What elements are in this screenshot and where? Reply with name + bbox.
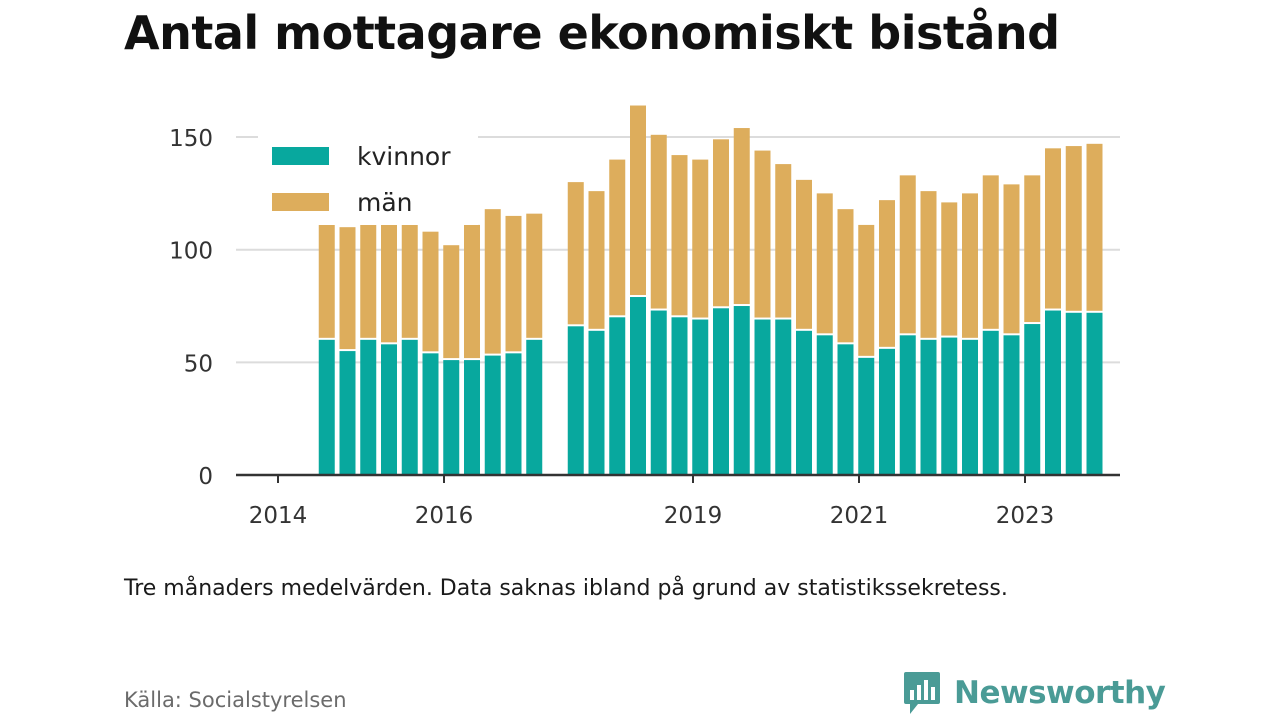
chart-title: Antal mottagare ekonomiskt bistånd — [124, 6, 1060, 60]
bar-kvinnor — [567, 326, 584, 475]
bar-man — [339, 227, 356, 350]
bar-kvinnor — [692, 319, 709, 475]
bar-kvinnor — [526, 339, 543, 475]
legend: kvinnor män — [258, 135, 478, 225]
bar-kvinnor — [1086, 312, 1103, 475]
bar-man — [484, 209, 501, 354]
bar-kvinnor — [318, 339, 335, 475]
bar-man — [941, 202, 958, 336]
bar-kvinnor — [609, 317, 626, 475]
source-text: Källa: Socialstyrelsen — [124, 688, 347, 712]
bar-kvinnor — [796, 330, 812, 475]
y-tick-label: 150 — [169, 126, 213, 152]
bar-kvinnor — [1065, 312, 1082, 475]
bar-kvinnor — [360, 339, 377, 475]
bar-kvinnor — [443, 360, 460, 475]
bar-kvinnor — [982, 330, 999, 475]
bar-man — [422, 231, 439, 352]
bars — [318, 105, 1103, 475]
bar-kvinnor — [671, 317, 688, 475]
bar-man — [443, 245, 460, 359]
bar-man — [692, 159, 709, 318]
bar-man — [567, 182, 584, 325]
bar-man — [1045, 148, 1061, 309]
bar-kvinnor — [858, 357, 875, 475]
bar-kvinnor — [381, 344, 397, 475]
y-axis-ticks: 0 50 100 150 — [169, 126, 213, 490]
bar-man — [837, 209, 854, 343]
chart-note: Tre månaders medelvärden. Data saknas ib… — [124, 576, 1008, 601]
bar-man — [899, 175, 916, 334]
bar-man — [360, 211, 377, 338]
bar-man — [650, 134, 667, 309]
bar-kvinnor — [650, 310, 667, 475]
x-tick-label: 2016 — [415, 503, 474, 529]
bar-kvinnor — [422, 353, 439, 475]
bar-man — [401, 202, 418, 338]
brand-logo: Newsworthy — [902, 670, 1166, 716]
bar-man — [982, 175, 999, 329]
bar-man — [920, 191, 937, 338]
bar-man — [775, 164, 792, 318]
bar-kvinnor — [920, 339, 937, 475]
bar-man — [1003, 184, 1020, 334]
bar-man — [381, 213, 397, 343]
x-tick-label: 2019 — [664, 503, 723, 529]
legend-swatch — [272, 193, 329, 211]
y-tick-label: 0 — [198, 464, 213, 490]
bar-kvinnor — [899, 335, 916, 475]
bar-kvinnor — [733, 306, 750, 475]
bar-man — [713, 139, 729, 307]
brand-name: Newsworthy — [954, 675, 1166, 711]
bar-man — [1086, 143, 1103, 311]
bar-kvinnor — [775, 319, 792, 475]
bar-kvinnor — [816, 335, 833, 475]
bar-man — [526, 213, 543, 338]
bar-man — [816, 193, 833, 334]
bar-man — [858, 224, 875, 356]
bar-man — [1065, 146, 1082, 311]
y-tick-label: 100 — [169, 239, 213, 265]
bar-man — [1024, 175, 1041, 323]
bar-kvinnor — [879, 348, 895, 475]
bar-kvinnor — [484, 355, 501, 475]
bar-kvinnor — [754, 319, 771, 475]
bar-man — [464, 224, 480, 359]
bar-man — [962, 193, 978, 338]
bar-man — [630, 105, 646, 296]
x-tick-label: 2014 — [249, 503, 308, 529]
y-tick-label: 50 — [184, 351, 213, 377]
bar-man — [754, 150, 771, 318]
x-tick-label: 2021 — [830, 503, 889, 529]
bar-man — [588, 191, 605, 329]
bar-man — [796, 179, 812, 329]
bar-man — [879, 200, 895, 347]
x-tick-label: 2023 — [996, 503, 1055, 529]
bar-kvinnor — [339, 351, 356, 475]
legend-label: kvinnor — [357, 142, 451, 171]
bar-kvinnor — [630, 297, 646, 475]
newsworthy-logo-icon — [904, 672, 940, 714]
bar-kvinnor — [1045, 310, 1061, 475]
bar-kvinnor — [464, 360, 480, 475]
bar-kvinnor — [505, 353, 522, 475]
bar-kvinnor — [1003, 335, 1020, 475]
bar-man — [505, 215, 522, 352]
bar-kvinnor — [1024, 324, 1041, 475]
bar-man — [318, 193, 335, 338]
bar-kvinnor — [962, 339, 978, 475]
bar-kvinnor — [941, 337, 958, 475]
x-axis-ticks: 2014 2016 2019 2021 2023 — [249, 475, 1055, 529]
bar-man — [733, 128, 750, 305]
bar-kvinnor — [588, 330, 605, 475]
bar-kvinnor — [713, 308, 729, 475]
legend-swatch — [272, 147, 329, 165]
bar-kvinnor — [837, 344, 854, 475]
bar-kvinnor — [401, 339, 418, 475]
bar-man — [609, 159, 626, 316]
bar-man — [671, 155, 688, 316]
legend-label: män — [357, 188, 413, 217]
